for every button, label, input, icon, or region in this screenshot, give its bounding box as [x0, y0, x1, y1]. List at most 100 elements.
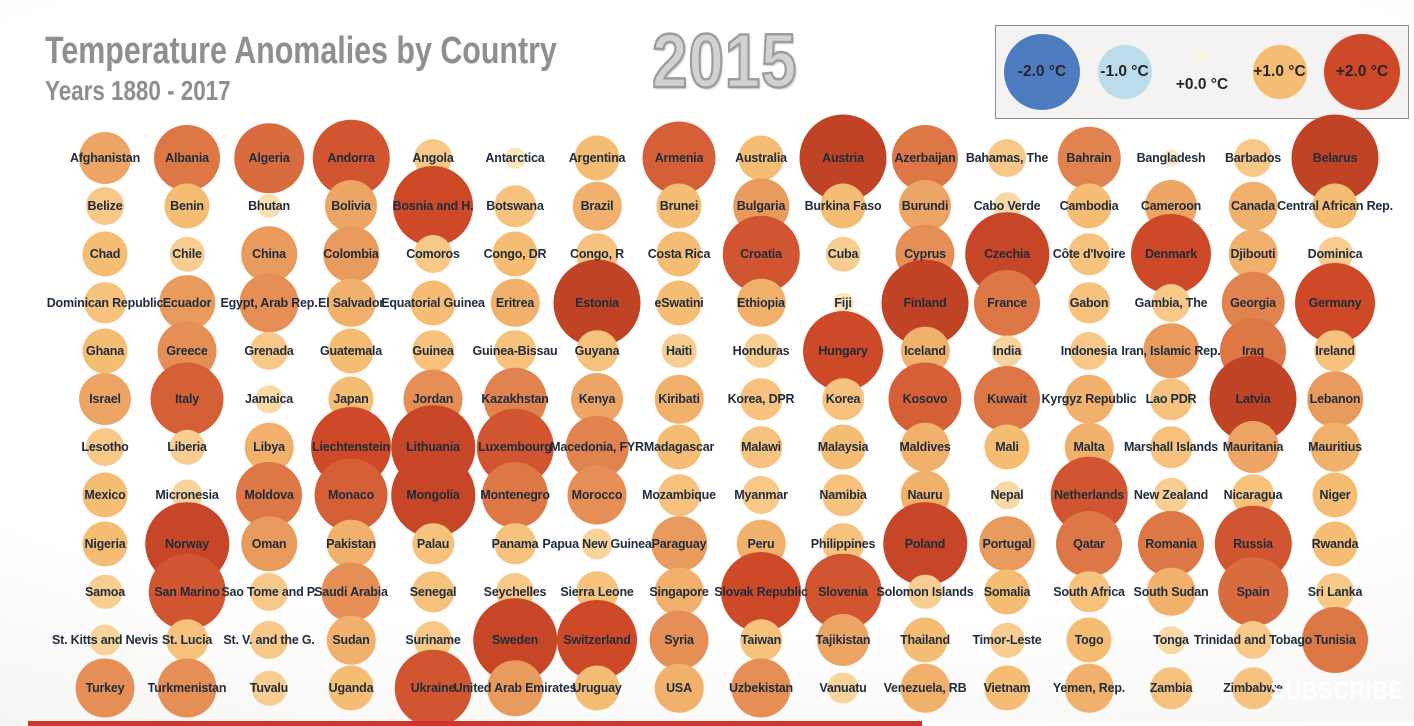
country-label: Bahrain — [1066, 151, 1112, 165]
country-label: Gabon — [1069, 295, 1109, 310]
country-bubble — [738, 135, 784, 181]
country-bubble — [743, 333, 779, 369]
country-bubble — [1153, 478, 1189, 513]
country-bubble — [974, 269, 1040, 336]
country-label: Suriname — [405, 633, 461, 647]
country-label: Côte d'Ivoire — [1052, 247, 1126, 262]
country-label: St. V. and the G. — [223, 633, 315, 647]
country-label: Georgia — [1230, 295, 1276, 310]
country-label: Venezuela, RB — [883, 681, 967, 696]
country-bubble — [820, 183, 866, 229]
progress-fill — [28, 721, 922, 726]
country-label: Congo, R — [570, 247, 624, 262]
country-bubble — [250, 621, 288, 659]
country-bubble — [241, 226, 297, 283]
country-bubble — [494, 185, 536, 227]
country-label: Turkey — [85, 681, 125, 696]
legend-label: +2.0 °C — [1335, 63, 1389, 80]
country-label: Spain — [1236, 584, 1270, 599]
country-label: Ethiopia — [737, 295, 785, 310]
country-bubble — [1234, 621, 1272, 659]
page-title: Temperature Anomalies by Country — [45, 30, 557, 72]
country-label: Syria — [664, 633, 694, 647]
country-label: Nepal — [990, 488, 1024, 503]
country-label: Japan — [333, 392, 369, 406]
country-label: Paraguay — [651, 536, 707, 551]
country-label: Kuwait — [987, 392, 1027, 406]
country-label: Cameroon — [1140, 199, 1202, 214]
country-label: Luxembourg — [478, 440, 552, 455]
country-label: Malta — [1073, 440, 1105, 455]
country-bubble — [656, 424, 702, 470]
video-progress-bar[interactable] — [28, 721, 1414, 726]
country-bubble — [412, 571, 454, 613]
country-bubble — [241, 515, 297, 572]
country-label: Azerbaijan — [894, 151, 956, 165]
country-label: Benin — [170, 199, 204, 214]
country-bubble — [1312, 521, 1358, 567]
country-bubble — [1227, 421, 1279, 474]
country-label: Iceland — [904, 343, 946, 358]
country-label: Belize — [87, 199, 123, 214]
country-label: Bosnia and H. — [392, 199, 474, 214]
country-bubble — [822, 474, 864, 517]
country-label: Guyana — [574, 343, 620, 358]
country-label: Togo — [1074, 633, 1104, 647]
country-bubble — [661, 333, 697, 369]
country-bubble — [1312, 472, 1358, 518]
legend-item: +1.0 °C — [1247, 25, 1313, 119]
country-bubble — [154, 125, 220, 191]
country-bubble — [1146, 567, 1196, 617]
country-label: Sao Tome and P. — [221, 584, 317, 599]
country-label: Central African Rep. — [1277, 199, 1393, 214]
country-bubble — [567, 465, 627, 525]
country-bubble — [250, 572, 288, 611]
country-bubble — [656, 231, 702, 277]
country-bubble — [642, 121, 716, 195]
country-label: Madagascar — [643, 440, 715, 455]
country-label: South Africa — [1053, 584, 1125, 599]
country-label: Nicaragua — [1223, 488, 1283, 503]
country-bubble — [250, 331, 288, 370]
country-bubble — [239, 273, 299, 333]
country-bubble — [736, 278, 786, 327]
legend-label: +1.0 °C — [1253, 63, 1306, 80]
country-label: Taiwan — [740, 633, 782, 647]
country-bubble — [1150, 378, 1192, 420]
country-bubble — [504, 147, 526, 169]
country-bubble — [326, 615, 376, 665]
country-bubble — [654, 663, 704, 713]
country-label: Sudan — [332, 633, 370, 647]
country-bubble — [169, 429, 205, 465]
country-label: Tonga — [1153, 633, 1189, 647]
country-label: Bulgaria — [736, 199, 786, 214]
legend-item: -2.0 °C — [1004, 25, 1080, 119]
country-bubble — [1310, 422, 1360, 472]
legend-item: +0.0 °C — [1169, 25, 1235, 119]
country-bubble — [1064, 374, 1114, 424]
country-label: Cabo Verde — [973, 199, 1041, 214]
country-bubble — [482, 462, 548, 529]
country-label: Jordan — [412, 392, 454, 406]
country-label: Chile — [172, 247, 202, 262]
subscribe-watermark[interactable]: SUBSCRIBE — [1270, 677, 1404, 705]
country-label: Slovak Republic — [714, 584, 808, 599]
country-bubble — [803, 310, 883, 391]
country-bubble — [740, 426, 782, 468]
country-label: Jamaica — [245, 392, 293, 406]
country-label: Algeria — [248, 151, 290, 165]
country-label: Barbados — [1224, 151, 1282, 165]
country-label: Angola — [412, 151, 454, 165]
country-bubble — [328, 665, 374, 711]
country-label: Palau — [416, 536, 450, 551]
country-label: Korea — [825, 392, 861, 406]
country-bubble — [572, 181, 622, 231]
country-label: Egypt, Arab Rep. — [220, 295, 318, 310]
country-bubble — [1143, 323, 1199, 379]
country-label: Thailand — [900, 633, 950, 647]
legend-item: -1.0 °C — [1092, 25, 1158, 119]
country-label: Mexico — [84, 488, 126, 503]
country-bubble — [1068, 281, 1110, 324]
country-label: China — [252, 247, 286, 262]
country-bubble — [490, 278, 540, 327]
